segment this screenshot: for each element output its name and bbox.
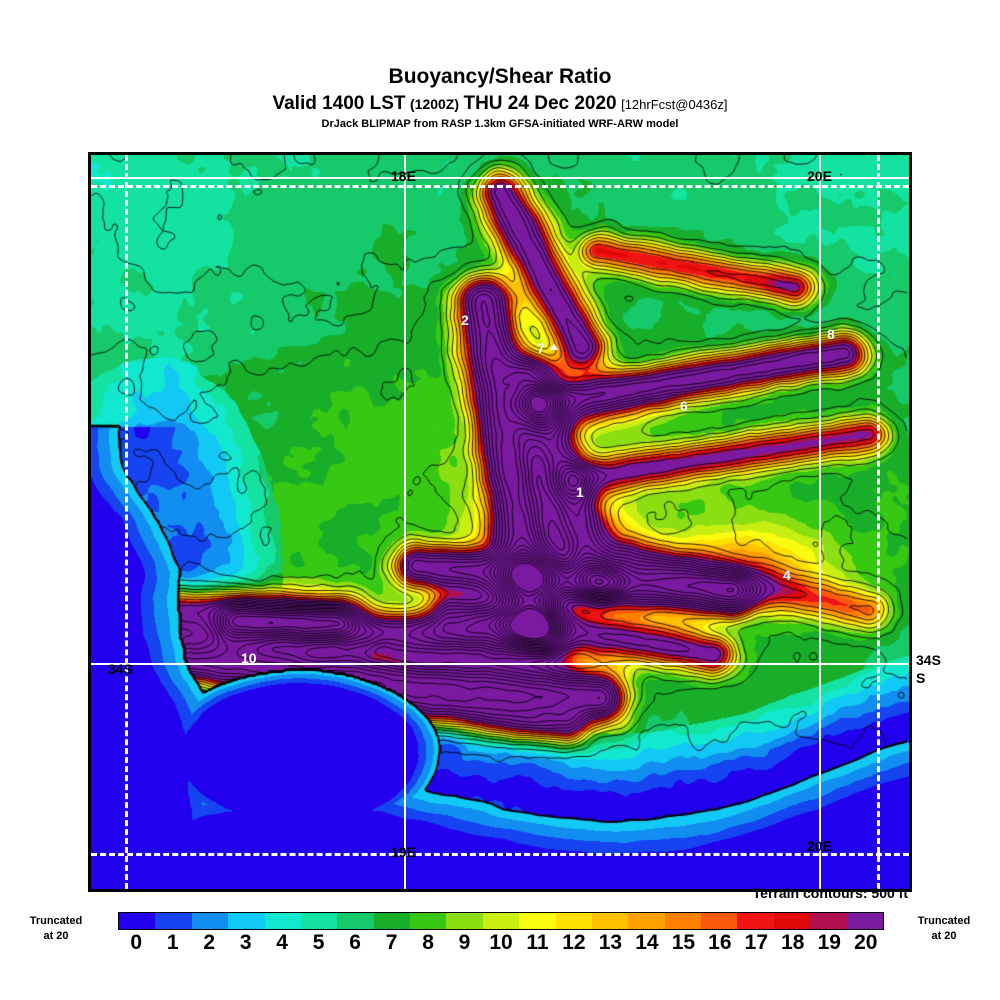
- valid-time-day: THU 24 Dec 2020: [463, 93, 617, 114]
- colorbar-segment-1: [155, 913, 192, 929]
- chart-header: Buoyancy/Shear Ratio Valid 1400 LST (120…: [0, 0, 1000, 150]
- colorbar-tick-5: 5: [312, 931, 325, 954]
- colorbar-segment-7: [373, 913, 410, 929]
- colorbar-tick-11: 11: [526, 931, 549, 954]
- colorbar-segment-10: [482, 913, 520, 929]
- station-marker-7[interactable]: 7: [537, 340, 545, 356]
- colorbar-tick-8: 8: [422, 931, 434, 954]
- geo-label-20e-bottom: 20E: [807, 838, 832, 854]
- edge-label-34s-left: 34S: [108, 661, 133, 677]
- geo-label-18e: 18E: [391, 168, 416, 184]
- colorbar-tick-17: 17: [744, 931, 769, 954]
- valid-time-main: Valid 1400 LST: [272, 93, 406, 114]
- station-marker-4[interactable]: 4: [783, 567, 791, 583]
- edge-label-s-right: S: [916, 670, 926, 686]
- colorbar-segment-8: [410, 913, 447, 929]
- station-marker-10[interactable]: 10: [241, 650, 257, 666]
- terrain-contour-note: Terrain contours: 500 ft: [752, 885, 908, 901]
- station-marker-6[interactable]: 6: [680, 398, 688, 414]
- colorbar-segment-3: [228, 913, 265, 929]
- colorbar-gradient[interactable]: [118, 912, 884, 930]
- truncated-label-line1: Truncated: [29, 915, 83, 927]
- station-marker-8[interactable]: 8: [827, 326, 835, 342]
- colorbar-tick-10: 10: [489, 931, 513, 954]
- colorbar-segment-4: [264, 913, 301, 929]
- truncated-label-line2-right: at 20: [931, 929, 957, 942]
- geo-label-19e-bottom: 19E: [391, 844, 416, 860]
- valid-time-utc: (1200Z): [410, 96, 460, 112]
- station-marker-1[interactable]: 1: [576, 484, 584, 500]
- map-panel[interactable]: 18E 20E 19E 20E 2 7 8 6 1 4 10: [88, 152, 912, 892]
- truncated-label-line2: at 20: [43, 929, 69, 942]
- colorbar-tick-14: 14: [635, 931, 659, 954]
- colorbar-truncated-left: Truncated at 20: [8, 914, 104, 944]
- colorbar-segment-5: [300, 913, 338, 929]
- colorbar-tick-6: 6: [349, 931, 361, 954]
- colorbar-tick-7: 7: [385, 931, 398, 954]
- colorbar-segment-15: [664, 913, 701, 929]
- colorbar-tick-12: 12: [562, 931, 586, 954]
- colorbar-segment-0: [119, 913, 156, 929]
- colorbar-tick-labels: 0 1 2 3 4 5 6 7 8 9 10 11 12 13 14 15 16 17 18 19 20: [118, 932, 884, 958]
- colorbar-segment-11: [519, 913, 556, 929]
- model-credit: DrJack BLIPMAP from RASP 1.3km GFSA-init…: [321, 118, 679, 130]
- station-marker-2[interactable]: 2: [461, 312, 469, 328]
- colorbar-tick-9: 9: [458, 931, 471, 954]
- colorbar-segment-20: [846, 913, 883, 929]
- forecast-hour-badge: [12hrFcst@0436z]: [621, 97, 728, 112]
- colorbar-segment-13: [591, 913, 629, 929]
- colorbar-tick-16: 16: [708, 931, 732, 954]
- colorbar-tick-13: 13: [598, 931, 623, 954]
- page-title: Buoyancy/Shear Ratio: [388, 65, 612, 88]
- colorbar-tick-3: 3: [239, 931, 252, 954]
- station-triangle-7: [550, 343, 558, 350]
- colorbar-tick-2: 2: [203, 931, 216, 954]
- colorbar-segment-12: [555, 913, 592, 929]
- colorbar-tick-4: 4: [276, 931, 288, 954]
- valid-time-line: Valid 1400 LST (1200Z) THU 24 Dec 2020 […: [0, 94, 1000, 113]
- colorbar-truncated-right: Truncated at 20: [896, 914, 992, 944]
- colorbar-segment-14: [628, 913, 665, 929]
- colorbar-segment-2: [191, 913, 229, 929]
- colorbar-tick-18: 18: [781, 931, 805, 954]
- colorbar-tick-15: 15: [671, 931, 696, 954]
- colorbar-tick-20: 20: [854, 931, 878, 954]
- colorbar-segment-19: [810, 913, 847, 929]
- colorbar-segment-9: [446, 913, 483, 929]
- colorbar-tick-0: 0: [130, 931, 143, 954]
- truncated-label-line1-right: Truncated: [917, 915, 971, 927]
- colorbar-tick-1: 1: [166, 931, 179, 954]
- colorbar-segment-17: [737, 913, 774, 929]
- buoyancy-shear-ratio-heatmap[interactable]: [91, 155, 909, 889]
- colorbar-segment-18: [773, 913, 811, 929]
- colorbar-segment-16: [701, 913, 738, 929]
- geo-label-20e-top: 20E: [807, 168, 832, 184]
- edge-label-34s-right: 34S: [916, 652, 941, 668]
- colorbar-segment-6: [337, 913, 374, 929]
- colorbar-tick-19: 19: [817, 931, 841, 954]
